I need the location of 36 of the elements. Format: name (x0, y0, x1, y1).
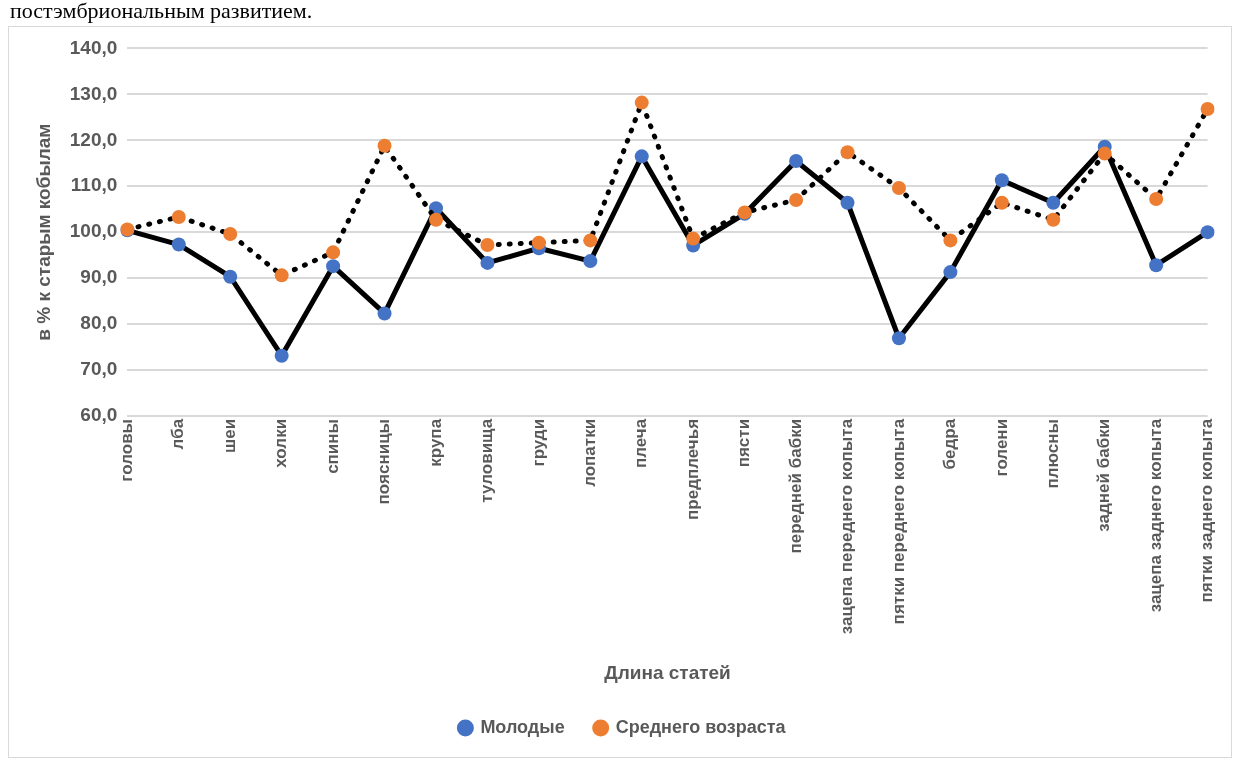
x-tick-label: бедра (940, 418, 960, 470)
x-tick-label: плеча (631, 418, 651, 469)
x-tick-label: задней бабки (1094, 418, 1114, 532)
x-tick-label: плюсны (1042, 418, 1062, 489)
x-tick-label: туловища (477, 418, 497, 503)
x-tick-label: пятки переднего копыта (888, 418, 908, 625)
y-tick-label: 110,0 (70, 174, 118, 196)
legend-label: Среднего возраста (615, 716, 787, 737)
x-axis-title: Длина статей (604, 661, 731, 683)
x-tick-label: зацепа переднего копыта (837, 418, 857, 635)
y-tick-label: 100,0 (69, 220, 118, 242)
y-tick-label: 90,0 (80, 266, 118, 288)
x-tick-label: крупа (425, 418, 445, 467)
x-tick-label: передней бабки (785, 418, 805, 554)
x-tick-label: шеи (219, 418, 239, 453)
x-tick-label: пясти (734, 418, 754, 468)
y-tick-label: 70,0 (80, 358, 118, 380)
x-tick-label: поясницы (374, 418, 394, 505)
y-tick-label: 80,0 (80, 312, 118, 334)
x-tick-label: лопатки (580, 418, 599, 487)
x-tick-label: лба (168, 418, 188, 450)
x-tick-label: голени (991, 418, 1011, 477)
text: постэмбриональным развитием. (9, 0, 314, 25)
x-tick-label: спины (322, 418, 342, 474)
x-tick-label: зацепа заднего копыта (1145, 418, 1165, 613)
y-tick-label: 60,0 (80, 404, 118, 426)
y-tick-label: 140,0 (69, 36, 118, 58)
x-tick-label: предплечья (682, 418, 702, 520)
y-tick-label: 130,0 (69, 82, 118, 104)
y-tick-label: 120,0 (69, 128, 118, 150)
legend-label: Молодые (480, 716, 565, 737)
x-tick-label: холки (271, 418, 291, 468)
x-tick-label: головы (117, 418, 137, 482)
x-tick-label: пятки заднего копыта (1197, 418, 1217, 603)
y-axis-title: в % к старым кобылам (32, 123, 54, 341)
x-tick-label: груди (528, 418, 548, 467)
